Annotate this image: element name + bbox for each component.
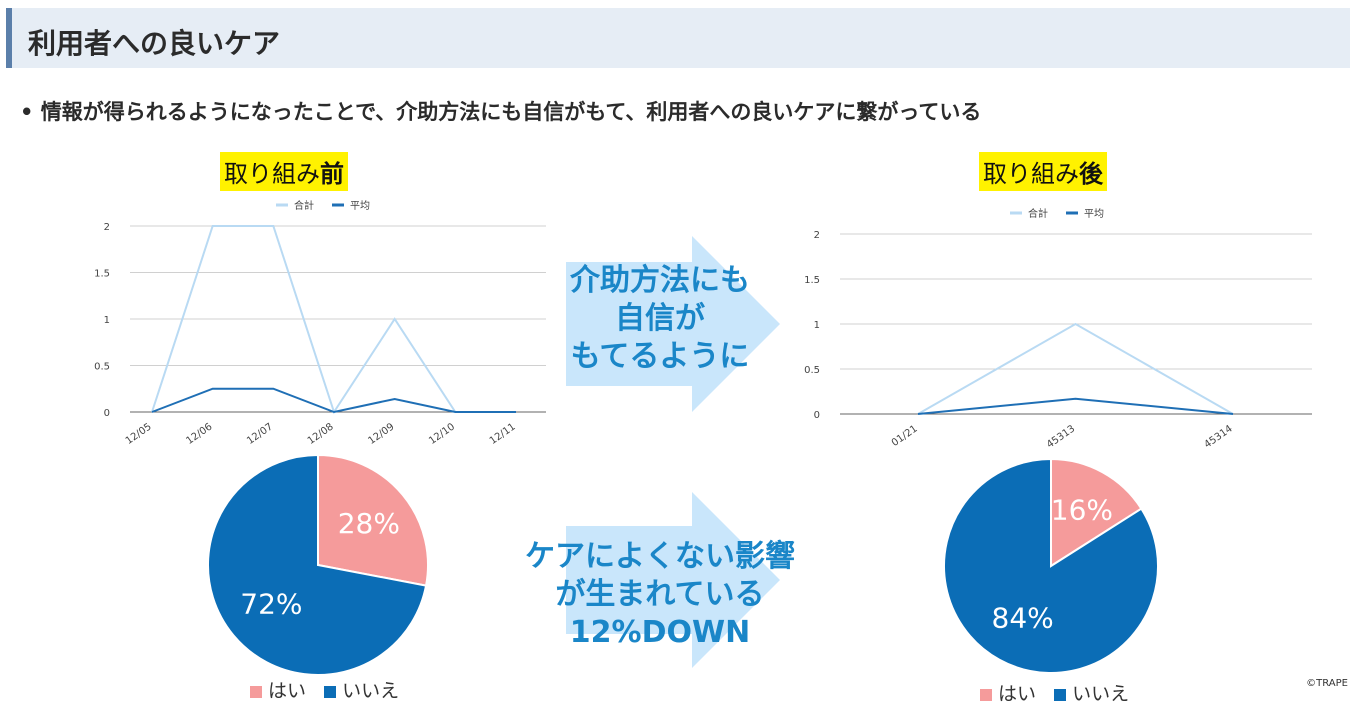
legend-no-before: いいえ <box>324 680 399 702</box>
after-label-suffix: 後 <box>1079 160 1103 188</box>
arrow-top-line-1: 介助方法にも <box>570 263 750 298</box>
y-tick-label: 1 <box>814 320 820 331</box>
pie-legend-after: はい いいえ <box>980 679 1141 706</box>
pie-slice-yes <box>1050 457 1143 568</box>
legend-yes-swatch <box>250 685 262 698</box>
y-tick-label: 0 <box>814 410 820 421</box>
pie-slice-label: 16% <box>1051 494 1113 527</box>
y-tick-label: 0.5 <box>94 362 110 373</box>
arrow-bottom-line-1: ケアによくない影響 <box>525 539 795 574</box>
y-tick-label: 1 <box>104 315 110 326</box>
pie-slice-label: 28% <box>338 507 400 540</box>
legend-yes-after: はい <box>980 683 1036 705</box>
before-label-suffix: 前 <box>320 160 344 188</box>
series-line-average <box>917 397 1234 415</box>
legend-yes-swatch <box>980 688 992 701</box>
legend-label: 合計 <box>294 199 314 212</box>
pie-slice-no <box>943 457 1159 674</box>
y-tick-label: 1.5 <box>94 269 110 280</box>
after-label-prefix: 取り組み <box>983 160 1079 188</box>
title-bar: 利用者への良いケア <box>6 8 1350 68</box>
arrow-top-line-3: もてるように <box>570 339 750 374</box>
before-label: 取り組み前 <box>220 152 348 191</box>
bullet-text: • 情報が得られるようになったことで、介助方法にも自信がもて、利用者への良いケア… <box>20 100 982 124</box>
legend-no-swatch <box>1054 688 1067 701</box>
arrow-bottom-line-3: 12%DOWN <box>569 615 751 650</box>
pie-legend-before: はい いいえ <box>250 676 411 703</box>
pie-slice-yes <box>317 453 429 587</box>
legend-yes-before: はい <box>250 680 306 702</box>
arrow-bottom-text: ケアによくない影響 が生まれている 12%DOWN <box>500 538 820 652</box>
legend-yes-label: はい <box>268 680 307 702</box>
arrow-top-text: 介助方法にも 自信が もてるように <box>540 262 780 376</box>
y-tick-label: 0.5 <box>804 365 820 376</box>
y-tick-label: 2 <box>814 230 820 241</box>
series-line-total <box>917 322 1234 415</box>
legend-yes-label: はい <box>998 683 1037 705</box>
before-label-prefix: 取り組み <box>224 160 320 188</box>
pie-slice-label: 72% <box>240 588 302 621</box>
pie-slice-no <box>207 453 428 676</box>
legend-label: 合計 <box>1028 207 1048 220</box>
legend-no-label: いいえ <box>1072 683 1130 705</box>
slide-title: 利用者への良いケア <box>28 27 281 60</box>
arrow-top-shape <box>566 236 780 412</box>
legend-label: 平均 <box>350 200 370 212</box>
pie-slice-label: 84% <box>992 602 1054 635</box>
y-tick-label: 1.5 <box>804 275 820 286</box>
series-line-average <box>151 387 516 414</box>
y-tick-label: 2 <box>104 222 110 233</box>
legend-label: 平均 <box>1084 208 1104 220</box>
arrow-top-line-2: 自信が <box>615 301 705 336</box>
legend-no-after: いいえ <box>1054 683 1129 705</box>
legend-no-label: いいえ <box>342 680 400 702</box>
arrow-bottom-shape <box>566 492 780 668</box>
arrow-bottom-line-2: が生まれている <box>555 577 765 612</box>
after-label: 取り組み後 <box>979 152 1107 191</box>
y-tick-label: 0 <box>104 408 110 419</box>
credit-text: ©TRAPE <box>1306 678 1348 689</box>
legend-no-swatch <box>324 685 337 698</box>
